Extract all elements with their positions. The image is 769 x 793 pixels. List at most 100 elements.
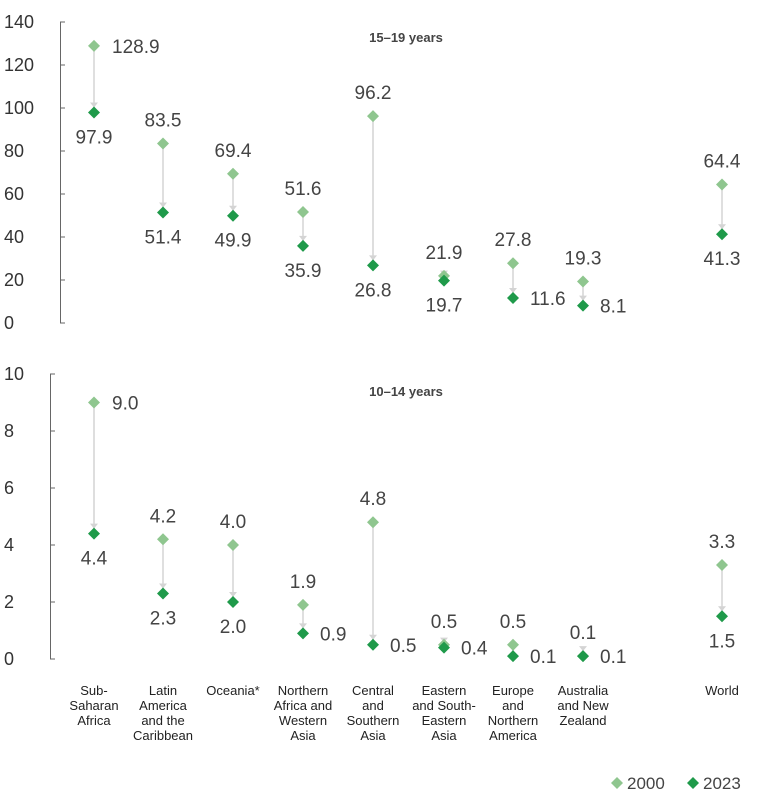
connector-arrow (90, 523, 98, 529)
category-label: Eastern and South-Eastern Asia (412, 683, 476, 743)
data-label-2000: 21.9 (426, 243, 463, 264)
connector-arrow (299, 235, 307, 241)
data-label-2023: 41.3 (704, 249, 741, 270)
y-tick-label: 60 (4, 184, 24, 204)
marker-2023 (577, 650, 589, 663)
data-label-2000: 9.0 (112, 394, 138, 415)
marker-2000 (507, 257, 519, 270)
category-labels: Sub-Saharan Africa Latin America and the Cari… (69, 683, 738, 743)
marker-2023 (716, 228, 728, 241)
data-label-2000: 4.2 (150, 506, 176, 527)
data-label-2000: 0.5 (500, 612, 526, 633)
marker-2000 (297, 598, 309, 611)
marker-2023 (438, 274, 450, 287)
legend-label-2023: 2023 (703, 774, 741, 793)
category-label: Europe and Northern America (488, 683, 539, 743)
y-tick-label: 10 (4, 364, 24, 384)
marker-2023 (227, 596, 239, 608)
connector-arrow (509, 288, 517, 294)
y-tick-label: 0 (4, 313, 14, 333)
category-label: Northern Africa and Western Asia (274, 683, 333, 743)
panel-15-19-years: 15–19 years 0 20 40 60 80 100 120 140 128.9 97.9 8… (4, 12, 741, 333)
data-label-2000: 128.9 (112, 37, 160, 58)
data-label-2023: 0.1 (530, 647, 556, 668)
data-label-2023: 0.1 (600, 647, 626, 668)
data-label-2023: 97.9 (76, 128, 113, 149)
connector-arrow (229, 592, 237, 597)
marker-2000 (297, 206, 309, 219)
y-tick-label: 80 (4, 141, 24, 161)
data-label-2000: 0.5 (431, 612, 457, 633)
category-label: Oceania* (206, 683, 259, 698)
data-label-2000: 27.8 (495, 230, 532, 251)
data-label-2023: 2.3 (150, 608, 176, 629)
marker-2000 (367, 516, 379, 529)
data-label-2023: 1.5 (709, 631, 735, 652)
marker-2023 (367, 638, 379, 651)
legend-2023-diamond-icon (687, 777, 699, 789)
connector-arrow (229, 205, 237, 211)
connector-arrow (159, 583, 167, 589)
data-label-2023: 35.9 (285, 261, 322, 282)
category-label: Central and Southern Asia (347, 683, 400, 743)
legend-label-2000: 2000 (627, 774, 665, 793)
marker-2023 (297, 627, 309, 640)
marker-2000 (157, 137, 169, 150)
y-tick-label: 6 (4, 478, 14, 498)
marker-2023 (157, 206, 169, 219)
y-tick-label: 2 (4, 592, 14, 612)
y-tick-label: 120 (4, 55, 34, 75)
marker-2023 (88, 527, 100, 540)
data-label-2000: 64.4 (704, 152, 741, 173)
data-label-2000: 83.5 (145, 110, 182, 131)
connector-arrow (579, 295, 587, 301)
marker-2023 (577, 299, 589, 312)
y-tick-label: 100 (4, 98, 34, 118)
connector-arrow (299, 623, 307, 629)
y-tick-label: 8 (4, 421, 14, 441)
marker-2000 (157, 533, 169, 546)
marker-2000 (88, 39, 100, 52)
data-label-2023: 8.1 (600, 297, 626, 318)
marker-2000 (227, 167, 239, 180)
connector-arrow (718, 606, 726, 612)
marker-2000 (716, 178, 728, 191)
category-label: Australia and New Zealand (557, 683, 609, 728)
data-label-2000: 4.8 (360, 489, 386, 510)
marker-2000 (88, 396, 100, 409)
data-label-2000: 1.9 (290, 572, 316, 593)
connector-arrow (159, 202, 167, 208)
connector-arrow (369, 255, 377, 261)
marker-2023 (507, 650, 519, 663)
category-label: Latin America and the Caribbean (133, 683, 193, 743)
data-label-2023: 26.8 (355, 280, 392, 301)
y-tick-label: 20 (4, 270, 24, 290)
data-label-2023: 0.9 (320, 624, 346, 645)
data-label-2023: 19.7 (426, 296, 463, 317)
data-label-2000: 69.4 (215, 141, 252, 162)
connector-arrow (369, 634, 377, 640)
connector-arrow (579, 646, 587, 652)
y-tick-label: 4 (4, 535, 14, 555)
marker-2000 (507, 638, 519, 651)
data-label-2023: 0.4 (461, 639, 488, 660)
marker-2023 (227, 209, 239, 222)
data-label-2000: 0.1 (570, 623, 596, 644)
data-label-2000: 19.3 (565, 249, 602, 270)
connector-arrow (90, 102, 98, 108)
data-label-2023: 4.4 (81, 549, 108, 570)
panel-title-15-19: 15–19 years (369, 30, 443, 45)
category-label: Sub-Saharan Africa (69, 683, 118, 728)
connector-arrow (718, 224, 726, 230)
marker-2000 (577, 275, 589, 288)
data-label-2000: 96.2 (355, 83, 392, 104)
y-tick-label: 0 (4, 649, 14, 669)
data-label-2023: 0.5 (390, 636, 416, 657)
marker-2023 (88, 106, 100, 119)
y-tick-label: 140 (4, 12, 34, 32)
legend-2000-diamond-icon (611, 777, 623, 789)
marker-2023 (716, 610, 728, 623)
marker-2023 (157, 587, 169, 600)
marker-2023 (297, 239, 309, 252)
